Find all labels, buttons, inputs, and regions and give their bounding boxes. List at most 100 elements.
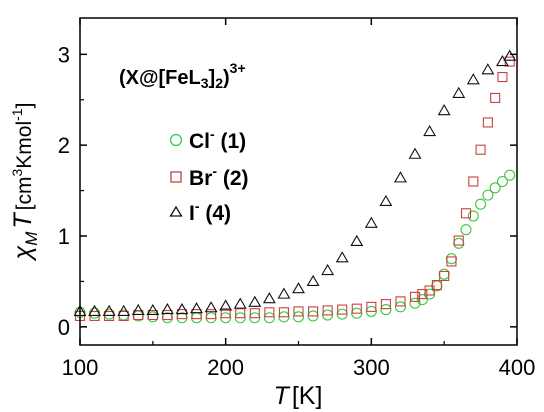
data-point-circle — [438, 268, 450, 280]
x-tick-label: 100 — [62, 355, 99, 380]
legend-item-br: Br- (2) — [170, 163, 249, 190]
data-point-triangle — [495, 55, 509, 67]
data-point-triangle — [175, 302, 189, 315]
x-axis-title: T [K] — [274, 382, 323, 410]
data-point-circle — [416, 294, 428, 306]
data-point-triangle — [437, 104, 451, 116]
data-point-triangle — [335, 251, 349, 263]
legend-marker-circle — [169, 133, 183, 147]
x-tick-label: 300 — [353, 355, 390, 380]
data-point-square — [191, 309, 202, 320]
svg-text:I- (4): I- (4) — [189, 198, 231, 225]
data-point-circle — [445, 253, 458, 265]
data-point-square — [475, 144, 486, 155]
data-point-square — [264, 307, 275, 318]
y-tick-label: 3 — [58, 42, 70, 67]
data-point-circle — [424, 288, 436, 300]
data-point-circle — [394, 301, 407, 313]
data-point-square — [395, 296, 406, 307]
data-point-circle — [263, 312, 275, 324]
data-point-square — [490, 92, 501, 103]
series-triangle — [73, 49, 517, 316]
data-point-square — [293, 306, 304, 317]
svg-text:Cl- (1): Cl- (1) — [189, 126, 246, 153]
legend: Cl- (1) Br- (2) I- (4) — [169, 126, 249, 225]
legend-item-cl: Cl- (1) — [169, 126, 246, 153]
data-point-square — [453, 235, 464, 246]
data-point-triangle — [379, 194, 393, 207]
legend-label-i: I — [189, 202, 195, 225]
data-point-circle — [504, 169, 516, 181]
data-point-square — [278, 307, 289, 318]
y-axis-title: χMT[cm3Kmol-1] — [9, 103, 41, 262]
data-point-square — [380, 299, 391, 310]
data-point-square — [468, 176, 479, 187]
series-circle — [74, 169, 516, 324]
legend-marker-triangle — [169, 205, 183, 217]
data-point-triangle — [131, 303, 145, 316]
data-point-triangle — [219, 299, 233, 311]
data-point-square — [409, 291, 421, 302]
data-point-square — [446, 256, 457, 267]
data-point-circle — [482, 189, 494, 201]
data-point-square — [482, 117, 493, 128]
data-point-triangle — [503, 49, 517, 61]
data-point-triangle — [394, 171, 407, 183]
data-point-triangle — [292, 282, 305, 294]
data-point-square — [497, 71, 508, 83]
data-point-circle — [161, 312, 173, 324]
data-point-square — [431, 279, 442, 291]
data-point-triangle — [204, 301, 218, 313]
data-point-triangle — [146, 303, 160, 316]
data-point-circle — [205, 312, 217, 324]
formula-annotation: (X@[FeL3]2)3+ — [119, 60, 246, 91]
data-point-square — [337, 304, 348, 315]
data-point-triangle — [277, 287, 291, 299]
data-point-circle — [147, 311, 159, 323]
data-point-triangle — [190, 302, 203, 314]
data-point-triangle — [262, 292, 276, 304]
legend-marker-square — [170, 171, 182, 183]
data-point-circle — [489, 182, 501, 194]
x-tick-label: 200 — [207, 355, 244, 380]
legend-label-br: Br — [189, 167, 212, 190]
data-point-square — [504, 56, 515, 67]
data-point-circle — [176, 312, 188, 324]
series-square — [74, 56, 515, 321]
data-point-square — [308, 306, 319, 317]
x-tick-label: 400 — [499, 355, 536, 380]
data-point-triangle — [321, 263, 335, 276]
data-point-triangle — [88, 304, 102, 316]
data-point-triangle — [117, 304, 131, 316]
data-point-square — [249, 308, 260, 319]
data-point-circle — [103, 308, 115, 320]
data-point-square — [220, 308, 231, 319]
data-point-triangle — [306, 274, 320, 286]
y-tick-label: 1 — [58, 224, 70, 249]
svg-text:Br- (2): Br- (2) — [189, 163, 249, 190]
data-point-triangle — [423, 124, 437, 137]
data-point-triangle — [364, 216, 378, 228]
data-point-triangle — [160, 302, 174, 315]
data-point-triangle — [248, 295, 262, 307]
data-point-circle — [89, 307, 101, 319]
data-point-triangle — [350, 234, 364, 246]
data-point-square — [351, 303, 362, 314]
data-point-circle — [190, 312, 203, 324]
data-point-square — [424, 285, 435, 296]
data-point-square — [206, 309, 217, 320]
data-point-triangle — [481, 63, 495, 75]
data-point-square — [460, 208, 472, 219]
y-tick-label: 2 — [58, 133, 70, 158]
y-tick-label: 0 — [58, 315, 70, 340]
data-point-circle — [460, 224, 472, 236]
data-point-circle — [453, 237, 465, 249]
data-point-triangle — [466, 73, 480, 85]
legend-item-i: I- (4) — [169, 198, 231, 225]
data-point-square — [322, 305, 333, 316]
data-point-triangle — [452, 86, 466, 98]
data-point-square — [162, 309, 173, 321]
data-point-triangle — [233, 297, 247, 309]
data-point-circle — [467, 210, 479, 222]
